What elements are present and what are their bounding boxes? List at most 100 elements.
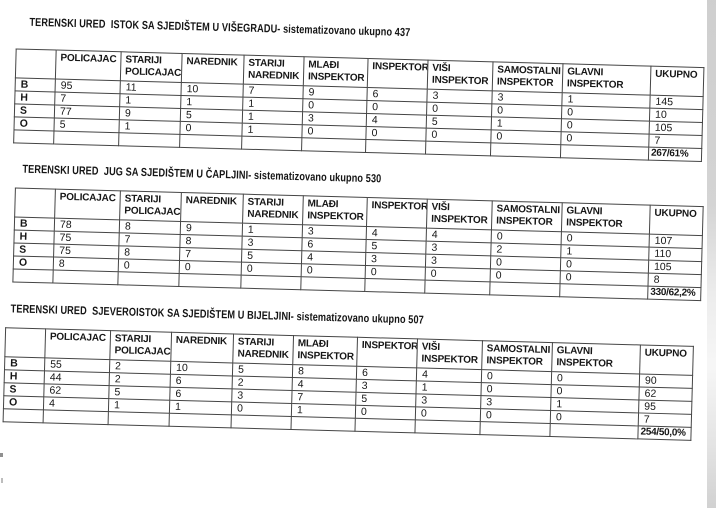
table-cell: 8 [118,245,180,261]
empty-cell [240,275,302,290]
table-cell: 62 [43,383,110,399]
table-cell: 2 [109,359,171,375]
table-cell: 1 [108,398,170,414]
grand-total: 330/62,2% [647,286,701,301]
empty-cell [489,281,561,297]
corner-cell [4,327,46,358]
table-cell: 7 [179,247,242,263]
empty-cell [118,132,180,148]
table-cell: 0 [490,255,561,271]
table-cell: 0 [480,408,551,424]
row-total: 105 [649,121,703,136]
row-label: O [13,255,54,271]
table-cell: 9 [180,221,243,237]
column-header: NAREDNIK [180,192,244,224]
table-cell: 5 [232,362,293,378]
table-cell: 5 [355,392,416,407]
row-total: 90 [639,373,693,389]
column-header: MLAĐI INSPEKTOR [302,195,368,227]
column-header: NAREDNIK [181,53,245,85]
table-cell: 9 [119,106,181,122]
scan-artifact [1,478,3,483]
table-title-istok: TERENSKI URED ISTOK SA SJEDIŠTEM U VIŠEG… [29,16,411,40]
empty-cell [490,142,561,158]
scan-artifact [0,453,3,457]
table-cell: 11 [120,80,182,96]
column-header: POLICAJAC [55,50,122,81]
empty-cell [424,280,491,295]
table-cell: 4 [416,367,482,383]
column-header: GLAVNI INSPEKTOR [561,202,651,235]
table-cell: 5 [53,118,120,133]
table-cell: 7 [242,84,304,99]
table-cell: 1 [415,380,482,396]
table-cell: 8 [179,234,243,250]
row-label: O [13,116,55,132]
row-label: B [15,77,56,93]
table-cell: 0 [491,229,562,245]
table-cell: 5 [365,239,427,255]
table-cell: 3 [302,111,367,127]
table-cell: 2 [490,242,562,258]
column-header: MLAĐI INSPEKTOR [292,335,358,367]
table-cell: 3 [491,90,563,106]
table-title-sjeveroistok: TERENSKI URED SJEVEROISTOK SA SJEDIŠTEM … [10,303,424,327]
row-total: 95 [638,399,692,415]
table-cell: 3 [425,254,491,269]
table-cell: 0 [241,262,302,277]
row-total: 105 [648,260,702,275]
row-label: B [4,356,45,371]
column-header: STARIJI POLICAJAC [109,330,172,362]
row-label: B [14,216,55,232]
column-header: GLAVNI INSPEKTOR [562,63,651,96]
table-cell: 1 [119,93,181,109]
table-cell: 0 [231,401,292,417]
table-cell: 0 [179,121,243,137]
empty-cell [3,408,44,423]
table-cell: 6 [301,237,367,253]
column-header: POLICAJAC [44,328,111,360]
empty-cell [241,136,302,151]
column-header: SAMOSTALNI INSPEKTOR [492,61,563,93]
table-cell: 6 [170,374,233,389]
table-cell: 7 [291,390,357,406]
empty-cell [559,283,648,300]
table-cell: 0 [426,102,492,117]
table-cell: 3 [302,224,367,240]
table-cell: 0 [365,265,426,281]
table-cell: 0 [491,103,562,119]
row-label: H [14,90,56,106]
column-header: INSPEKTOR [366,197,428,229]
column-header: MLAĐI INSPEKTOR [303,56,369,88]
table-cell: 0 [481,369,552,385]
row-label: S [13,242,54,258]
empty-cell [43,409,109,425]
table-cell: 3 [241,236,303,251]
column-header: STARIJI NAREDNIK [243,55,305,86]
staffing-table-istok: POLICAJAC STARIJI POLICAJAC NAREDNIK STARIJ… [13,48,704,162]
table-cell: 0 [355,405,416,420]
table-cell: 10 [180,82,244,98]
column-header: UKUPNO [650,66,704,97]
table-cell: 1 [291,403,356,419]
empty-cell [365,139,426,155]
column-header: STARIJI NAREDNIK [242,194,304,225]
table-cell: 0 [425,267,491,282]
table-cell: 75 [53,231,120,246]
table-cell: 0 [366,100,427,116]
table-cell: 3 [365,252,426,268]
row-total: 107 [649,234,703,249]
row-total: 62 [638,386,693,402]
empty-cell [425,141,491,156]
table-cell: 6 [366,87,428,103]
table-cell: 4 [301,250,366,266]
scan-edge-shadow [707,0,716,508]
table-cell: 4 [292,377,357,393]
column-header: SAMOSTALNI INSPEKTOR [491,200,563,232]
corner-cell [14,187,56,219]
row-label: O [3,395,44,410]
table-cell: 4 [366,113,427,129]
table-cell: 55 [44,357,110,373]
grand-total: 267/61% [648,147,702,162]
table-cell: 0 [415,406,481,422]
